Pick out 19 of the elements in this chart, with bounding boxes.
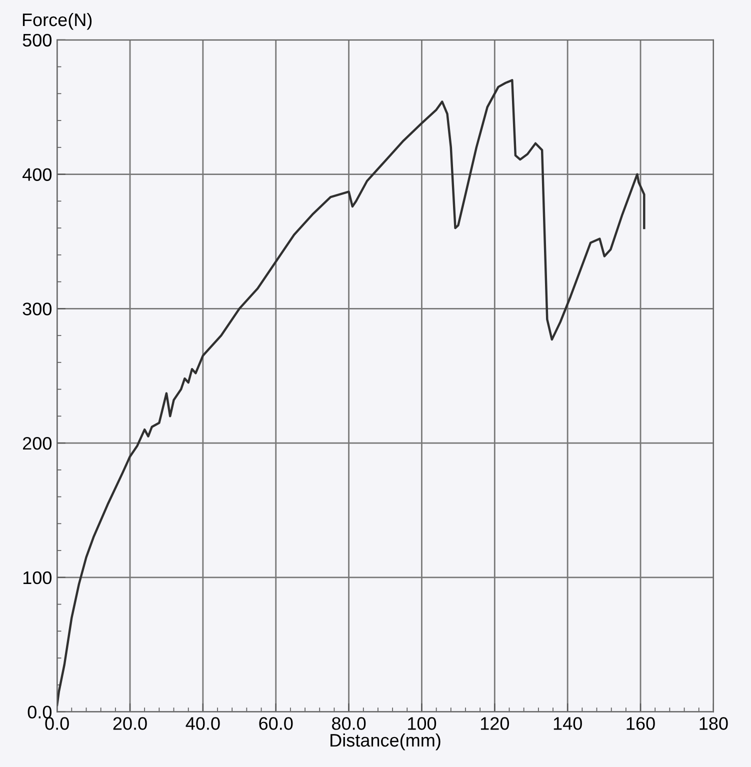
- x-tick-label: 80.0: [332, 717, 366, 730]
- x-tick-label: 180: [700, 717, 728, 730]
- y-tick-label: 500: [22, 34, 52, 47]
- y-tick-label: 200: [23, 436, 52, 450]
- y-tick-label: 0.0: [28, 706, 52, 718]
- x-tick-label: 140: [554, 717, 582, 730]
- y-tick-label: 400: [22, 168, 52, 181]
- x-tick-label: 60.0: [259, 717, 293, 730]
- x-tick-label: 20.0: [113, 717, 147, 730]
- x-tick-label: 100: [408, 717, 436, 730]
- line-series: [57, 79, 646, 706]
- x-tick-label: 40.0: [186, 717, 220, 730]
- x-tick-label: 0.0: [45, 717, 69, 730]
- y-axis-title: Force(N): [22, 12, 92, 30]
- x-axis-title: Distance(mm): [330, 733, 440, 750]
- y-tick-label: 100: [23, 571, 52, 584]
- x-tick-label: 120: [480, 717, 510, 730]
- x-tick-label: 160: [626, 717, 655, 730]
- y-tick-label: 300: [22, 302, 52, 316]
